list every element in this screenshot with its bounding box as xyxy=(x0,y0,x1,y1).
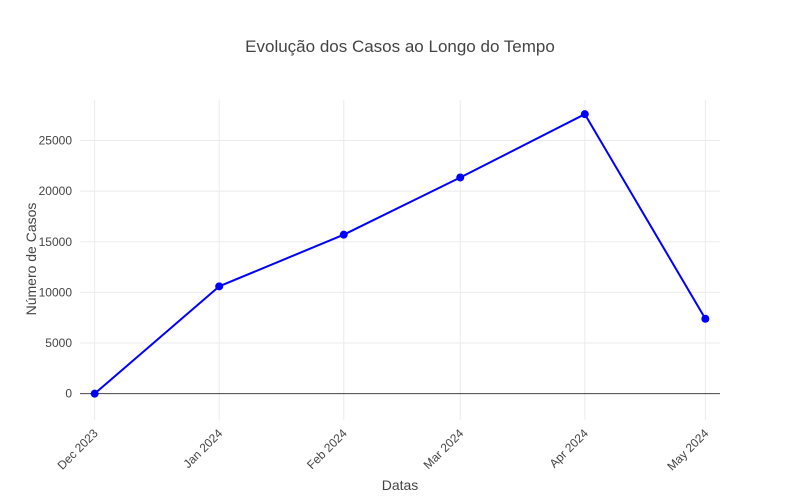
y-tick-label: 0 xyxy=(65,387,72,401)
x-tick-labels: Dec 2023 Jan 2024 Feb 2024 Mar 2024 Apr 2024… xyxy=(55,426,712,473)
data-point[interactable] xyxy=(90,389,99,398)
x-axis-title: Datas xyxy=(382,477,419,493)
data-point[interactable] xyxy=(339,230,348,239)
data-point[interactable] xyxy=(580,110,589,119)
data-point[interactable] xyxy=(456,173,465,182)
x-tick-label: May 2024 xyxy=(664,426,711,473)
y-tick-label: 15000 xyxy=(39,235,73,249)
y-tick-label: 5000 xyxy=(45,336,72,350)
x-tick-label: Mar 2024 xyxy=(421,426,467,472)
chart-title: Evolução dos Casos ao Longo do Tempo xyxy=(245,37,555,56)
y-tick-labels: 0 5000 10000 15000 20000 25000 xyxy=(39,134,73,401)
series-group xyxy=(90,110,710,398)
x-tick-label: Apr 2024 xyxy=(547,426,592,471)
series-line xyxy=(94,113,707,395)
y-tick-label: 20000 xyxy=(39,184,73,198)
data-point[interactable] xyxy=(215,282,224,291)
x-tick-label: Jan 2024 xyxy=(181,426,226,471)
y-axis-title: Número de Casos xyxy=(23,203,39,316)
x-tick-label: Feb 2024 xyxy=(304,426,350,472)
x-tick-label: Dec 2023 xyxy=(55,426,101,472)
data-point[interactable] xyxy=(701,314,710,323)
y-tick-label: 25000 xyxy=(39,134,73,148)
y-tick-label: 10000 xyxy=(39,285,73,299)
grid xyxy=(80,100,720,420)
